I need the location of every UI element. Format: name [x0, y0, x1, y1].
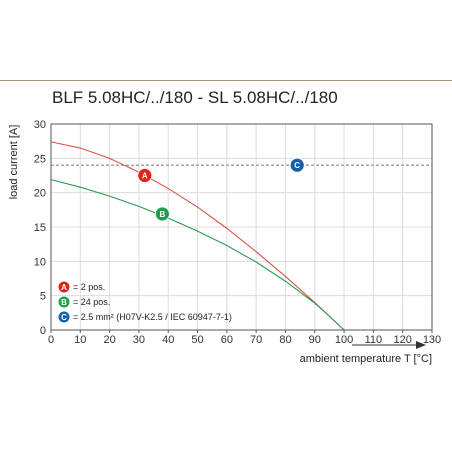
- x-tick-label: 110: [365, 334, 383, 346]
- y-tick-label: 0: [40, 325, 46, 337]
- x-tick-label: 100: [335, 334, 353, 346]
- x-tick-label: 20: [103, 334, 115, 346]
- x-tick-label: 90: [309, 334, 321, 346]
- y-tick-label: 10: [34, 256, 46, 268]
- legend-entry-b: = 24 pos.: [73, 297, 110, 307]
- legend-marker-a: [58, 281, 70, 293]
- x-tick-label: 10: [74, 334, 86, 346]
- y-tick-label: 15: [34, 222, 46, 234]
- legend-marker-c: [58, 311, 70, 323]
- legend: A = 2 pos. B = 24 pos. C = 2.5 mm² (H07V-K2.5…: [58, 281, 232, 323]
- axes: [50, 123, 433, 331]
- series-marker-b: [154, 206, 170, 222]
- legend-entry-c: = 2.5 mm² (H07V-K2.5 / IEC 60947-7-1): [73, 312, 232, 322]
- series-line-b: [50, 179, 345, 331]
- x-tick-label: 30: [133, 334, 145, 346]
- series-marker-c: [289, 157, 305, 173]
- legend-marker-letter: C: [61, 313, 67, 322]
- x-tick-label: 60: [221, 334, 233, 346]
- tick-labels: 0 10 20 30 40 50 60 70 80 90 100 110 120 130 0 5 10 15 20 2…: [34, 119, 441, 346]
- x-tick-label: 50: [191, 334, 203, 346]
- legend-marker-letter: B: [61, 298, 67, 307]
- series-marker-letter: B: [159, 210, 165, 219]
- top-divider: [0, 80, 452, 81]
- chart-title: BLF 5.08HC/../180 - SL 5.08HC/../180: [52, 88, 338, 107]
- plot-frame: [50, 123, 433, 331]
- x-tick-label: 80: [279, 334, 291, 346]
- legend-entry-a: = 2 pos.: [73, 282, 105, 292]
- series-marker-a: [137, 168, 153, 183]
- series-lines: [50, 141, 432, 331]
- series-markers: A B C: [137, 157, 305, 222]
- series-marker-letter: C: [294, 161, 300, 170]
- x-tick-label: 120: [394, 334, 412, 346]
- x-tick-label: 70: [250, 334, 262, 346]
- y-tick-label: 25: [34, 153, 46, 165]
- x-axis-arrow-icon: [352, 341, 426, 349]
- series-marker-letter: A: [142, 172, 148, 181]
- y-axis-label: load current [A]: [8, 125, 20, 200]
- y-tick-label: 30: [34, 119, 46, 131]
- legend-marker-letter: A: [61, 283, 67, 292]
- x-tick-label: 0: [48, 334, 54, 346]
- y-tick-label: 20: [34, 188, 46, 200]
- x-tick-label: 130: [423, 334, 441, 346]
- x-axis-label: ambient temperature T [°C]: [300, 353, 432, 365]
- x-tick-label: 40: [162, 334, 174, 346]
- y-tick-label: 5: [40, 291, 46, 303]
- legend-marker-b: [58, 296, 70, 308]
